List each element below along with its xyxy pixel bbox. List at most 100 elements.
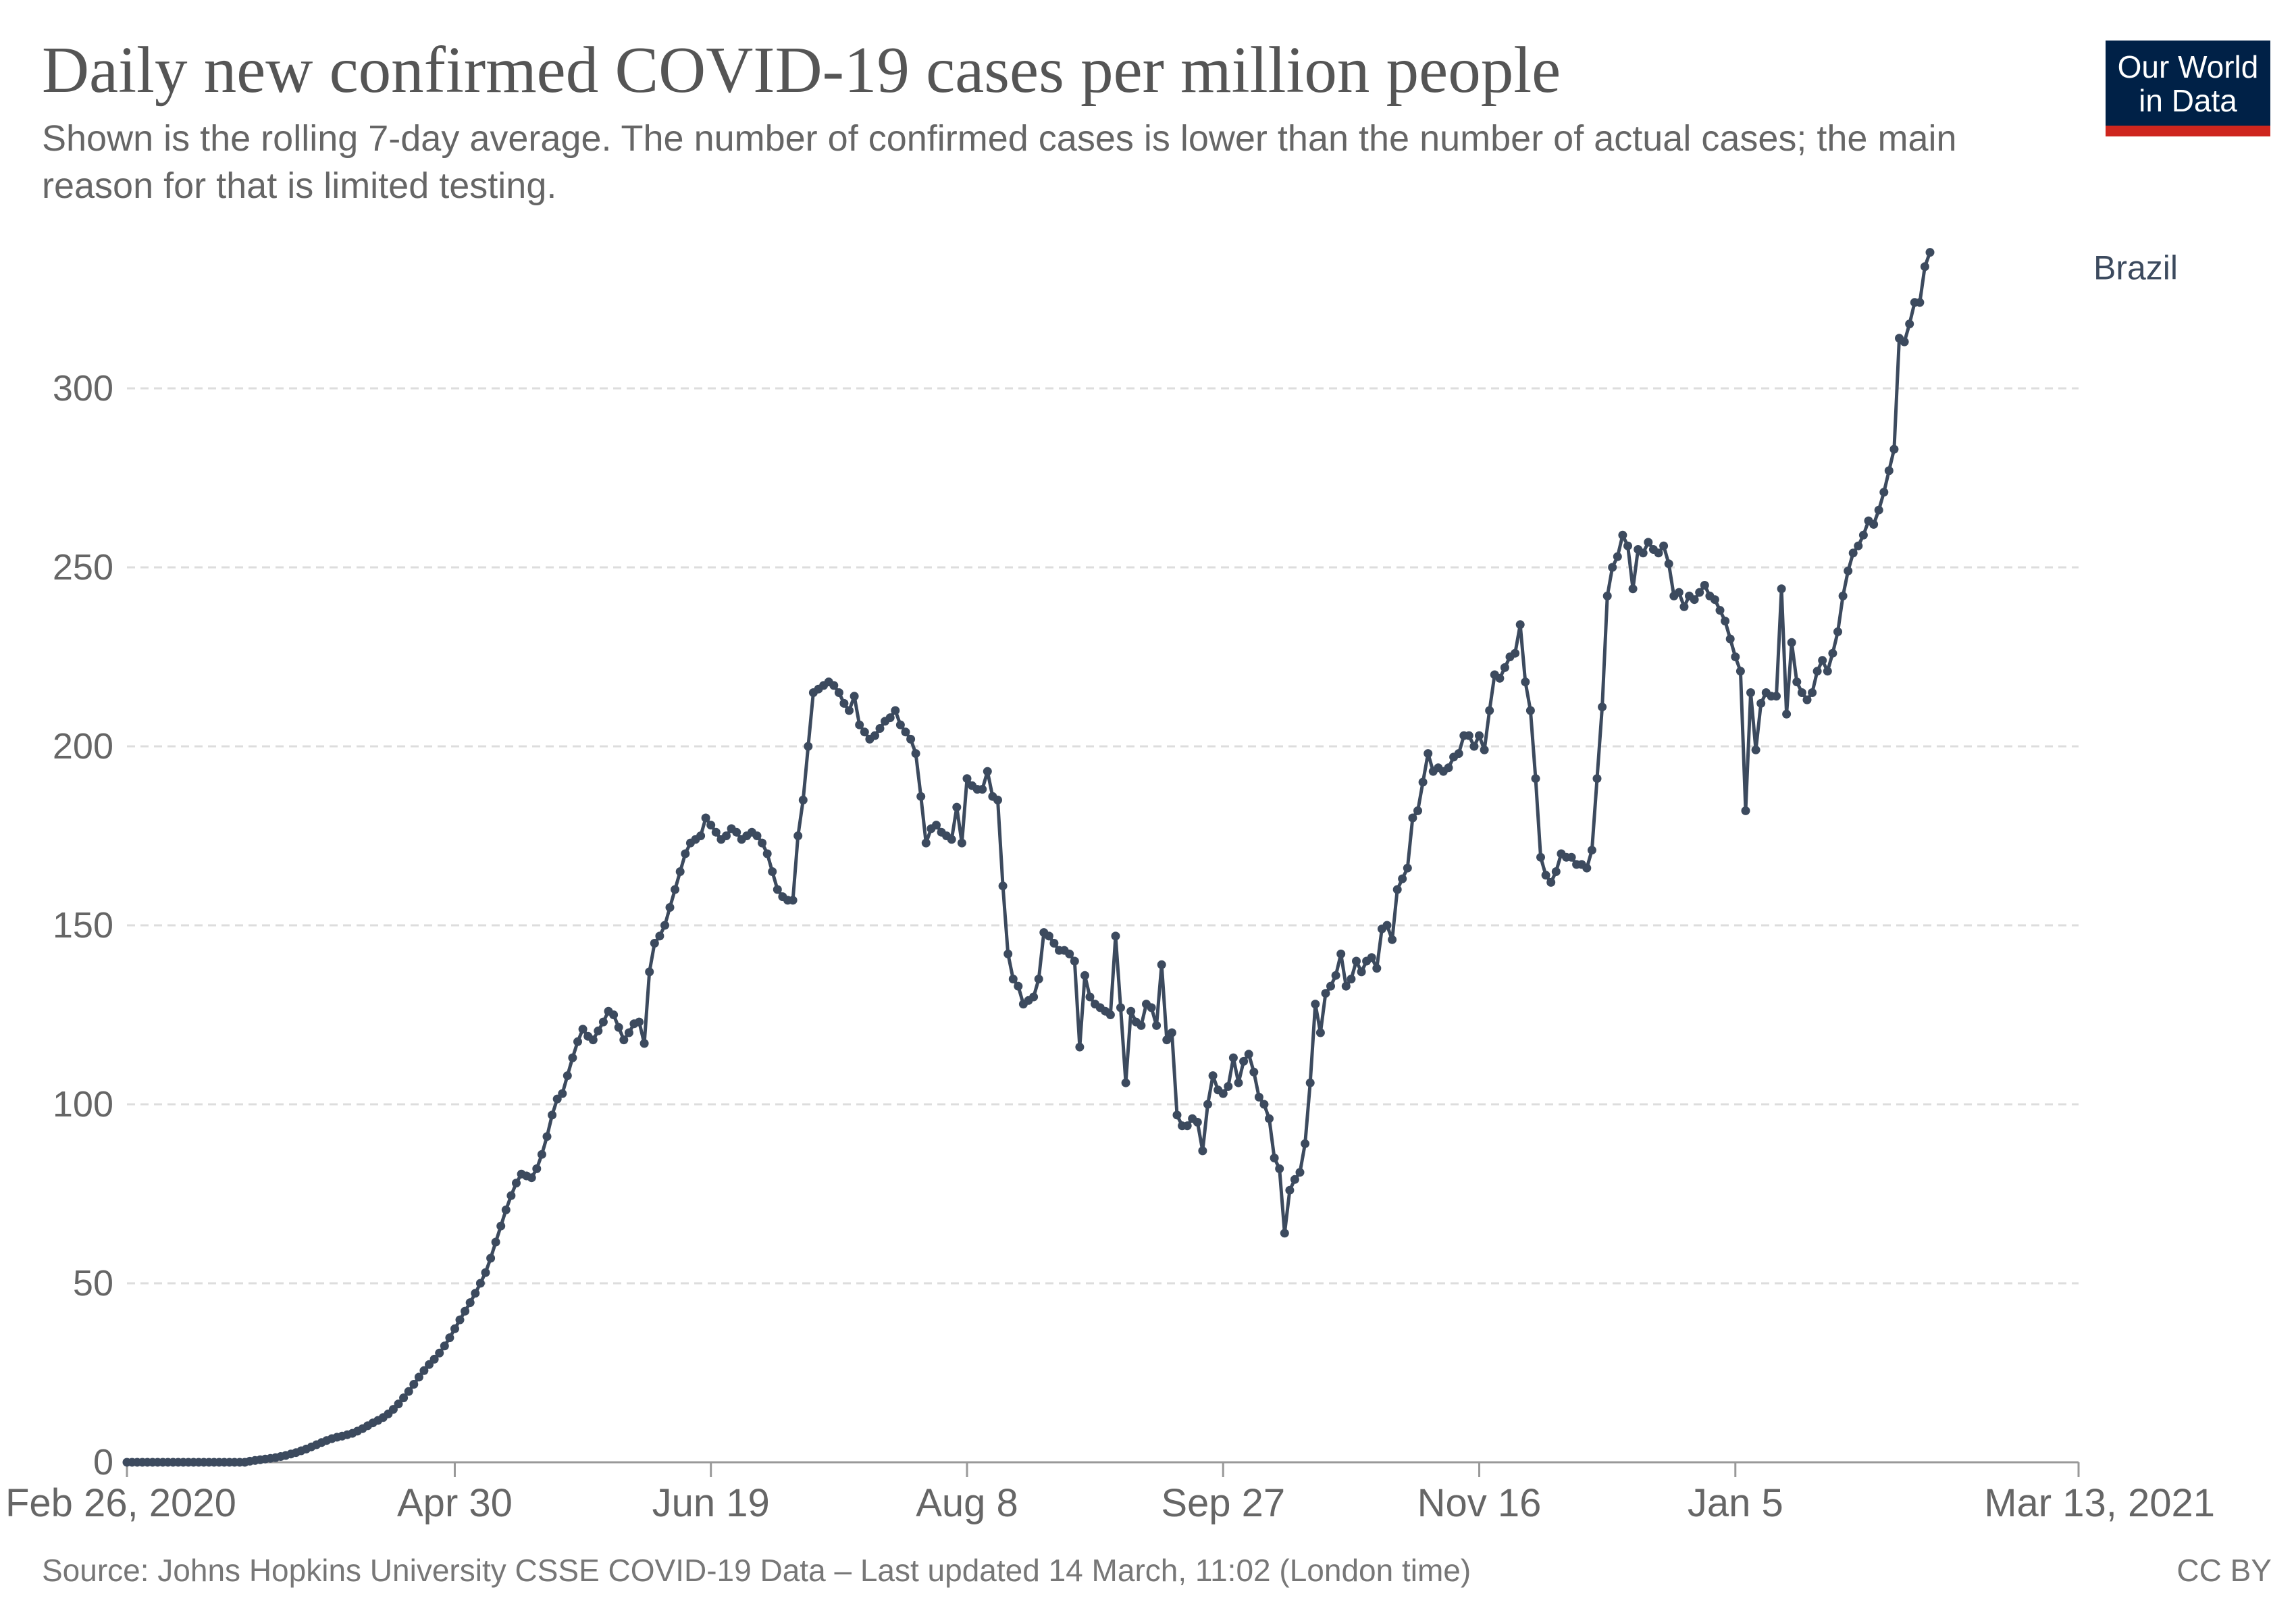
- y-tick-label-250: 250: [53, 547, 113, 588]
- data-point: [1608, 563, 1617, 572]
- data-point: [1812, 667, 1822, 676]
- data-point: [640, 1039, 649, 1048]
- data-point: [804, 742, 813, 751]
- our-world-in-data-logo[interactable]: Our World in Data: [2106, 41, 2270, 136]
- data-point: [1008, 975, 1018, 983]
- data-point: [1244, 1050, 1253, 1059]
- data-point: [762, 849, 772, 858]
- data-point: [855, 720, 864, 729]
- data-point: [1301, 1139, 1310, 1148]
- data-point: [655, 931, 664, 941]
- data-point: [1285, 1185, 1295, 1195]
- data-point: [1126, 1006, 1136, 1016]
- data-point: [1925, 248, 1935, 257]
- data-point: [1772, 692, 1781, 701]
- data-point: [768, 867, 777, 876]
- data-point: [1638, 548, 1648, 558]
- data-point: [845, 706, 854, 715]
- data-point: [588, 1035, 598, 1045]
- data-point: [1014, 981, 1023, 991]
- data-point: [1116, 1003, 1125, 1012]
- data-point: [1854, 541, 1863, 550]
- data-point: [1208, 1071, 1218, 1081]
- data-point: [532, 1164, 542, 1173]
- source-note: Source: Johns Hopkins University CSSE CO…: [42, 1553, 1471, 1588]
- data-point: [1464, 731, 1473, 740]
- data-point: [1792, 677, 1802, 687]
- data-point: [1679, 602, 1689, 611]
- data-point: [598, 1017, 608, 1027]
- data-point: [1869, 519, 1879, 529]
- data-point: [1280, 1229, 1289, 1238]
- data-point: [983, 767, 992, 776]
- data-point: [1654, 548, 1663, 558]
- data-point: [1290, 1175, 1299, 1184]
- data-point: [558, 1089, 567, 1098]
- data-point: [568, 1053, 577, 1062]
- y-tick-label-300: 300: [53, 368, 113, 409]
- series-label-brazil: Brazil: [2093, 249, 2178, 287]
- data-point: [1884, 466, 1894, 475]
- data-point: [1152, 1021, 1162, 1030]
- data-point: [1218, 1089, 1228, 1098]
- data-point: [1403, 863, 1412, 873]
- data-point: [542, 1132, 552, 1141]
- data-point: [429, 1354, 439, 1364]
- data-point: [1500, 663, 1509, 672]
- data-point: [414, 1372, 423, 1382]
- data-point: [650, 939, 659, 948]
- data-point: [573, 1037, 582, 1046]
- data-point: [1085, 992, 1095, 1002]
- data-point: [1147, 1003, 1156, 1012]
- license-link[interactable]: CC BY: [2176, 1553, 2272, 1588]
- data-point: [1700, 581, 1709, 590]
- data-point: [1536, 852, 1545, 862]
- data-point: [563, 1071, 572, 1081]
- data-point: [1623, 541, 1632, 550]
- data-point: [1710, 595, 1719, 604]
- data-point: [435, 1348, 444, 1358]
- data-point: [671, 885, 680, 894]
- data-point: [901, 727, 910, 737]
- data-point: [1541, 871, 1550, 880]
- data-point: [1818, 656, 1827, 665]
- data-point: [527, 1173, 536, 1183]
- data-point: [1721, 617, 1730, 625]
- data-point: [1075, 1042, 1085, 1052]
- y-tick-label-200: 200: [53, 726, 113, 767]
- data-point: [481, 1268, 490, 1277]
- data-point: [491, 1237, 500, 1247]
- data-point: [1469, 742, 1479, 751]
- data-point: [445, 1333, 454, 1343]
- x-tick-label: Jan 5: [1688, 1481, 1783, 1525]
- data-point: [1352, 956, 1361, 966]
- data-point: [1424, 749, 1433, 758]
- data-point: [1444, 763, 1453, 773]
- data-point: [1828, 648, 1837, 658]
- data-point: [1311, 1000, 1320, 1009]
- data-point: [475, 1279, 485, 1288]
- data-point: [1546, 877, 1556, 887]
- data-point: [1167, 1028, 1176, 1037]
- data-point: [1315, 1028, 1325, 1037]
- data-point: [1782, 709, 1792, 719]
- data-point: [1305, 1078, 1315, 1087]
- data-point: [450, 1324, 459, 1333]
- data-point: [1162, 1035, 1172, 1045]
- data-point: [394, 1399, 403, 1409]
- x-tick-label: Sep 27: [1161, 1481, 1285, 1525]
- data-point: [1592, 774, 1602, 783]
- data-point: [1475, 731, 1484, 740]
- data-point: [624, 1028, 633, 1037]
- data-point: [1756, 698, 1766, 708]
- data-point: [1525, 706, 1535, 715]
- data-point: [1515, 620, 1525, 629]
- data-point: [1495, 673, 1505, 683]
- data-point: [1249, 1067, 1259, 1077]
- data-point: [947, 835, 956, 844]
- data-point: [850, 692, 859, 701]
- data-point: [752, 831, 762, 840]
- data-point: [512, 1179, 521, 1188]
- data-point: [895, 720, 905, 729]
